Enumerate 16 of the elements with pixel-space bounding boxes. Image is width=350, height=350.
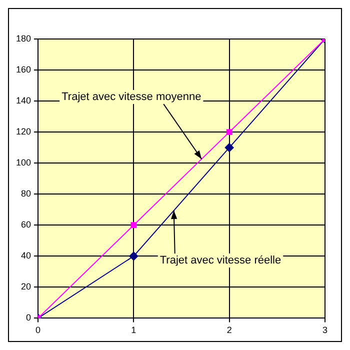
y-tick-label: 60 [21,220,32,230]
y-tick-label: 40 [21,250,32,261]
x-tick-label: 2 [226,325,232,336]
x-tick-label: 1 [131,325,136,336]
y-tick-label: 140 [16,96,32,106]
y-tick-label: 0 [26,312,32,323]
y-tick-label: 20 [21,282,32,292]
annotation: Trajet avec vitesse moyenne [62,91,202,104]
y-tick-label: 160 [16,64,32,75]
x-tick-label: 3 [322,325,328,336]
y-tick-label: 80 [21,188,32,199]
y-tick-label: 120 [16,126,32,137]
y-tick-label: 180 [16,33,32,44]
y-tick-label: 100 [16,158,32,168]
x-tick-label: 0 [36,325,41,336]
annotation: Trajet avec vitesse réelle [160,254,282,267]
